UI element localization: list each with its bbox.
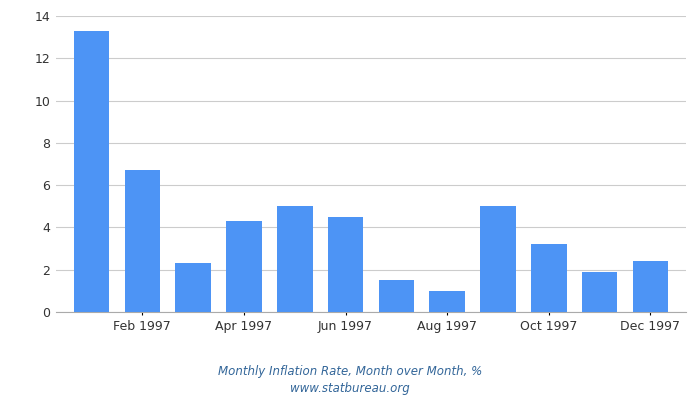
Bar — [480, 206, 516, 312]
Bar — [74, 31, 109, 312]
Bar — [531, 244, 566, 312]
Text: Monthly Inflation Rate, Month over Month, %: Monthly Inflation Rate, Month over Month… — [218, 365, 482, 378]
Bar — [582, 272, 617, 312]
Bar — [125, 170, 160, 312]
Bar — [277, 206, 313, 312]
Bar — [633, 261, 668, 312]
Bar — [379, 280, 414, 312]
Bar — [176, 263, 211, 312]
Bar — [429, 291, 465, 312]
Bar — [328, 217, 363, 312]
Bar — [226, 221, 262, 312]
Text: www.statbureau.org: www.statbureau.org — [290, 382, 410, 395]
